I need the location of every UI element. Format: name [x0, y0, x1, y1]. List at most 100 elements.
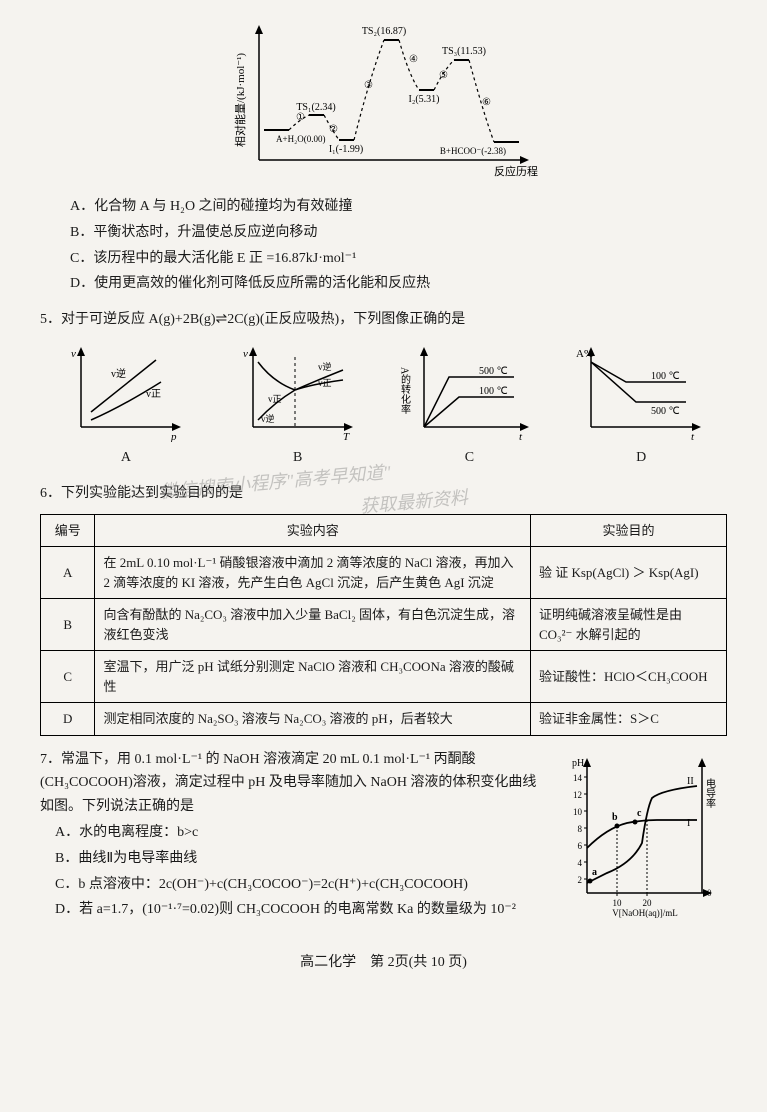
svg-text:v逆: v逆	[318, 361, 332, 372]
svg-text:v: v	[243, 348, 248, 360]
svg-text:t: t	[519, 431, 523, 442]
svg-text:500 ℃: 500 ℃	[479, 366, 508, 377]
svg-text:t: t	[691, 431, 695, 442]
q5-graph-c: A的转化率 t 500 ℃ 100 ℃ C	[399, 342, 539, 470]
row-d-id: D	[41, 703, 95, 736]
q7-text-block: 7．常温下，用 0.1 mol·L⁻¹ 的 NaOH 溶液滴定 20 mL 0.…	[40, 748, 542, 927]
svg-text:500 ℃: 500 ℃	[651, 406, 680, 417]
svg-text:6: 6	[578, 841, 583, 851]
svg-text:TS₃(11.53): TS₃(11.53)	[442, 46, 486, 57]
svg-text:20: 20	[643, 898, 653, 908]
svg-text:v正: v正	[146, 389, 161, 400]
svg-text:I₁(-1.99): I₁(-1.99)	[328, 144, 362, 155]
svg-text:④: ④	[409, 54, 418, 65]
energy-chart-svg: TS₂(16.87) TS₃(11.53) TS₁(2.34) I₂(5.31)…	[224, 20, 544, 180]
table-header-row: 编号 实验内容 实验目的	[41, 514, 727, 547]
svg-text:p: p	[170, 431, 177, 442]
question-5: 5．对于可逆反应 A(g)+2B(g)⇌2C(g)(正反应吸热)，下列图像正确的…	[40, 308, 727, 470]
energy-profile-diagram: TS₂(16.87) TS₃(11.53) TS₁(2.34) I₂(5.31)…	[224, 20, 544, 180]
q5-stem: 5．对于可逆反应 A(g)+2B(g)⇌2C(g)(正反应吸热)，下列图像正确的…	[40, 308, 727, 332]
svg-text:①: ①	[296, 112, 305, 123]
svg-text:pH: pH	[572, 758, 584, 769]
row-b-purpose: 证明纯碱溶液呈碱性是由 CO₃²⁻ 水解引起的	[530, 599, 726, 651]
header-id: 编号	[41, 514, 95, 547]
row-b-content: 向含有酚酞的 Na₂CO₃ 溶液中加入少量 BaCl₂ 固体，有白色沉淀生成，溶…	[95, 599, 531, 651]
table-row: B 向含有酚酞的 Na₂CO₃ 溶液中加入少量 BaCl₂ 固体，有白色沉淀生成…	[41, 599, 727, 651]
table-row: C 室温下，用广泛 pH 试纸分别测定 NaClO 溶液和 CH₃COONa 溶…	[41, 651, 727, 703]
svg-text:v逆: v逆	[261, 413, 275, 424]
svg-text:T: T	[343, 431, 350, 442]
svg-text:100 ℃: 100 ℃	[651, 371, 680, 382]
svg-text:I: I	[687, 818, 690, 829]
svg-text:v正: v正	[318, 378, 332, 388]
svg-text:14: 14	[573, 773, 583, 783]
svg-text:A%: A%	[576, 348, 593, 360]
option-c: C．该历程中的最大活化能 E 正 =16.87kJ·mol⁻¹	[40, 247, 727, 271]
svg-text:反应历程: 反应历程	[494, 164, 538, 178]
row-a-purpose: 验 证 Ksp(AgCl) ＞ Ksp(AgI)	[530, 547, 726, 599]
svg-text:12: 12	[573, 790, 582, 800]
svg-text:V[NaOH(aq)]/mL: V[NaOH(aq)]/mL	[612, 908, 677, 918]
graph-b-label: B	[228, 446, 368, 470]
q7-graph: 2 4 6 8 10 12 14 10 20	[557, 748, 727, 927]
svg-text:b: b	[612, 812, 618, 823]
row-b-id: B	[41, 599, 95, 651]
option-b: B．平衡状态时，升温使总反应逆向移动	[40, 221, 727, 245]
svg-text:v逆: v逆	[111, 367, 126, 380]
row-c-content: 室温下，用广泛 pH 试纸分别测定 NaClO 溶液和 CH₃COONa 溶液的…	[95, 651, 531, 703]
row-a-id: A	[41, 547, 95, 599]
row-c-purpose: 验证酸性：HClO＜CH₃COOH	[530, 651, 726, 703]
experiment-table: 编号 实验内容 实验目的 A 在 2mL 0.10 mol·L⁻¹ 硝酸银溶液中…	[40, 514, 727, 736]
question-6: 6．下列实验能达到实验目的的是 微信搜索小程序"高考早知道" 获取最新资料 编号…	[40, 482, 727, 736]
q7-option-a: A．水的电离程度：b>c	[40, 821, 542, 845]
header-content: 实验内容	[95, 514, 531, 547]
question-7: 7．常温下，用 0.1 mol·L⁻¹ 的 NaOH 溶液滴定 20 mL 0.…	[40, 748, 727, 927]
option-a: A．化合物 A 与 H₂O 之间的碰撞均为有效碰撞	[40, 195, 727, 219]
svg-text:②: ②	[329, 124, 338, 135]
row-a-content: 在 2mL 0.10 mol·L⁻¹ 硝酸银溶液中滴加 2 滴等浓度的 NaCl…	[95, 547, 531, 599]
question-4-options: A．化合物 A 与 H₂O 之间的碰撞均为有效碰撞 B．平衡状态时，升温使总反应…	[40, 195, 727, 296]
table-row: A 在 2mL 0.10 mol·L⁻¹ 硝酸银溶液中滴加 2 滴等浓度的 Na…	[41, 547, 727, 599]
graph-c-label: C	[399, 446, 539, 470]
q6-stem: 6．下列实验能达到实验目的的是	[40, 482, 727, 506]
svg-text:4: 4	[578, 858, 583, 868]
svg-text:II: II	[687, 776, 694, 787]
svg-text:8: 8	[578, 824, 583, 834]
q5-graphs-row: v p v逆 v正 A v T v逆 v正	[40, 342, 727, 470]
header-purpose: 实验目的	[530, 514, 726, 547]
graph-d-label: D	[571, 446, 711, 470]
row-c-id: C	[41, 651, 95, 703]
row-d-purpose: 验证非金属性：S＞C	[530, 703, 726, 736]
table-row: D 测定相同浓度的 Na₂SO₃ 溶液与 Na₂CO₃ 溶液的 pH，后者较大 …	[41, 703, 727, 736]
svg-text:10: 10	[573, 807, 583, 817]
svg-text:⑤: ⑤	[439, 70, 448, 81]
svg-text:10: 10	[613, 898, 623, 908]
svg-text:2: 2	[578, 875, 583, 885]
option-d: D．使用更高效的催化剂可降低反应所需的活化能和反应热	[40, 272, 727, 296]
graph-a-label: A	[56, 446, 196, 470]
q7-stem: 7．常温下，用 0.1 mol·L⁻¹ 的 NaOH 溶液滴定 20 mL 0.…	[40, 748, 542, 819]
svg-text:c: c	[637, 808, 642, 819]
svg-text:v正: v正	[268, 394, 282, 404]
q7-option-d: D．若 a=1.7，(10⁻¹·⁷=0.02)则 CH₃COCOOH 的电离常数…	[40, 898, 542, 922]
svg-text:TS₂(16.87): TS₂(16.87)	[361, 26, 405, 37]
q5-graph-a: v p v逆 v正 A	[56, 342, 196, 470]
q5-graph-b: v T v逆 v正 v正 v逆 B	[228, 342, 368, 470]
svg-text:B+HCOO⁻(-2.38): B+HCOO⁻(-2.38)	[439, 146, 505, 156]
svg-text:a: a	[592, 867, 597, 878]
svg-text:I₂(5.31): I₂(5.31)	[408, 94, 439, 105]
svg-text:③: ③	[364, 80, 373, 91]
q7-option-c: C．b 点溶液中：2c(OH⁻)+c(CH₃COCOO⁻)=2c(H⁺)+c(C…	[40, 873, 542, 897]
page-footer: 高二化学 第 2页(共 10 页)	[40, 951, 727, 975]
svg-text:电导率: 电导率	[704, 776, 716, 808]
q5-graph-d: A% t 100 ℃ 500 ℃ D	[571, 342, 711, 470]
svg-text:相对能量/(kJ·mol⁻¹): 相对能量/(kJ·mol⁻¹)	[233, 53, 247, 147]
svg-text:100 ℃: 100 ℃	[479, 386, 508, 397]
svg-text:0: 0	[707, 888, 712, 898]
svg-text:v: v	[71, 348, 76, 360]
svg-text:A+H₂O(0.00): A+H₂O(0.00)	[276, 134, 325, 144]
svg-text:A的转化率: A的转化率	[399, 367, 411, 415]
row-d-content: 测定相同浓度的 Na₂SO₃ 溶液与 Na₂CO₃ 溶液的 pH，后者较大	[95, 703, 531, 736]
q7-option-b: B．曲线Ⅱ为电导率曲线	[40, 847, 542, 871]
svg-text:⑥: ⑥	[482, 97, 491, 108]
